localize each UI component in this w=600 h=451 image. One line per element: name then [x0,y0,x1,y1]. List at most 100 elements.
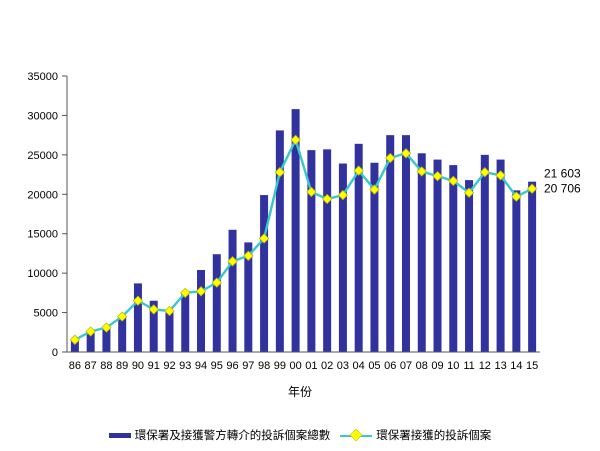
marker-13 [495,170,506,181]
y-tick-label: 20000 [27,189,58,201]
x-tick-label: 92 [163,360,175,372]
bar-00 [291,109,300,353]
bar-91 [149,300,158,352]
bar-86 [70,339,79,352]
bar-06 [386,135,395,352]
data-label: 21 603 [544,167,581,181]
x-tick-label: 12 [479,360,491,372]
bar-02 [323,149,332,352]
bar-03 [338,163,347,352]
legend-item-epd: 環保署接獲的投訴個案 [340,427,491,443]
x-tick-label: 13 [494,360,506,372]
marker-03 [337,189,349,201]
marker-93 [180,287,191,299]
bar-15 [528,181,537,352]
bar-96 [228,229,237,352]
bar-05 [370,162,379,352]
marker-06 [385,152,396,164]
marker-96 [227,256,238,267]
marker-91 [148,304,159,315]
marker-88 [101,322,112,333]
y-tick-label: 30000 [27,110,58,122]
legend: 環保署及接獲警方轉介的投訴個案總數 環保署接獲的投訴個案 [0,424,600,446]
x-tick-label: 06 [384,360,396,372]
bar-01 [307,150,316,352]
bar-swatch-icon [108,432,131,438]
x-tick-label: 03 [337,360,349,372]
marker-15 [526,183,538,194]
legend-item-total: 環保署及接獲警方轉介的投訴個案總數 [108,427,330,443]
bar-97 [244,242,253,352]
marker-92 [164,305,175,317]
x-tick-label: 98 [258,360,270,372]
marker-08 [416,166,427,177]
bar-04 [354,143,363,352]
marker-02 [321,193,333,205]
x-tick-label: 88 [100,360,112,372]
x-tick-label: 05 [368,360,380,372]
diamond-marker-icon [350,429,362,441]
marker-10 [448,175,459,187]
marker-07 [400,148,412,159]
marker-87 [85,326,96,337]
bar-95 [212,254,221,352]
bar-94 [197,269,206,352]
bar-09 [433,159,442,352]
bar-90 [133,283,142,352]
bar-87 [86,331,95,352]
marker-90 [132,295,144,306]
x-tick-label: 86 [69,360,81,372]
marker-04 [353,165,364,176]
y-tick-label: 10000 [27,268,58,280]
line-diamond-swatch-icon [340,429,373,441]
x-tick-label: 94 [195,360,207,372]
bar-89 [118,316,127,352]
marker-05 [369,184,380,195]
x-tick-label: 04 [353,360,365,372]
bar-99 [275,130,284,352]
x-tick-label: 97 [242,360,254,372]
marker-00 [290,134,301,146]
x-tick-label: 96 [226,360,238,372]
legend-label-epd: 環保署接獲的投訴個案 [376,430,492,442]
x-tick-label: 08 [416,360,428,372]
marker-99 [274,167,286,178]
marker-94 [195,286,207,297]
bar-12 [480,154,489,352]
y-tick-label: 35000 [27,71,58,83]
bar-93 [181,292,190,352]
bar-88 [102,327,111,352]
bar-14 [512,190,521,352]
x-tick-label: 93 [179,360,191,372]
marker-86 [69,334,81,345]
bar-13 [496,159,505,352]
marker-89 [117,311,128,322]
bar-98 [260,195,269,352]
x-tick-label: 07 [400,360,412,372]
x-tick-label: 95 [211,360,223,372]
y-tick-label: 5000 [34,308,58,320]
x-tick-label: 02 [321,360,333,372]
epd-line [73,138,534,341]
marker-98 [258,233,270,244]
data-label: 20 706 [544,182,581,196]
x-tick-label: 99 [274,360,286,372]
bar-07 [401,135,410,352]
marker-12 [479,167,490,178]
bar-08 [417,153,426,352]
y-tick-label: 0 [52,347,58,359]
marker-09 [432,170,443,182]
y-tick-label: 15000 [27,229,58,241]
marker-97 [243,250,254,261]
x-tick-label: 10 [447,360,459,372]
x-tick-label: 11 [463,360,474,372]
marker-14 [511,191,522,202]
x-axis-title: 年份 [287,385,312,399]
marker-11 [463,187,475,198]
y-tick-label: 25000 [27,150,58,162]
x-tick-label: 01 [305,360,317,372]
x-tick-label: 89 [116,360,128,372]
x-tick-label: 09 [431,360,443,372]
